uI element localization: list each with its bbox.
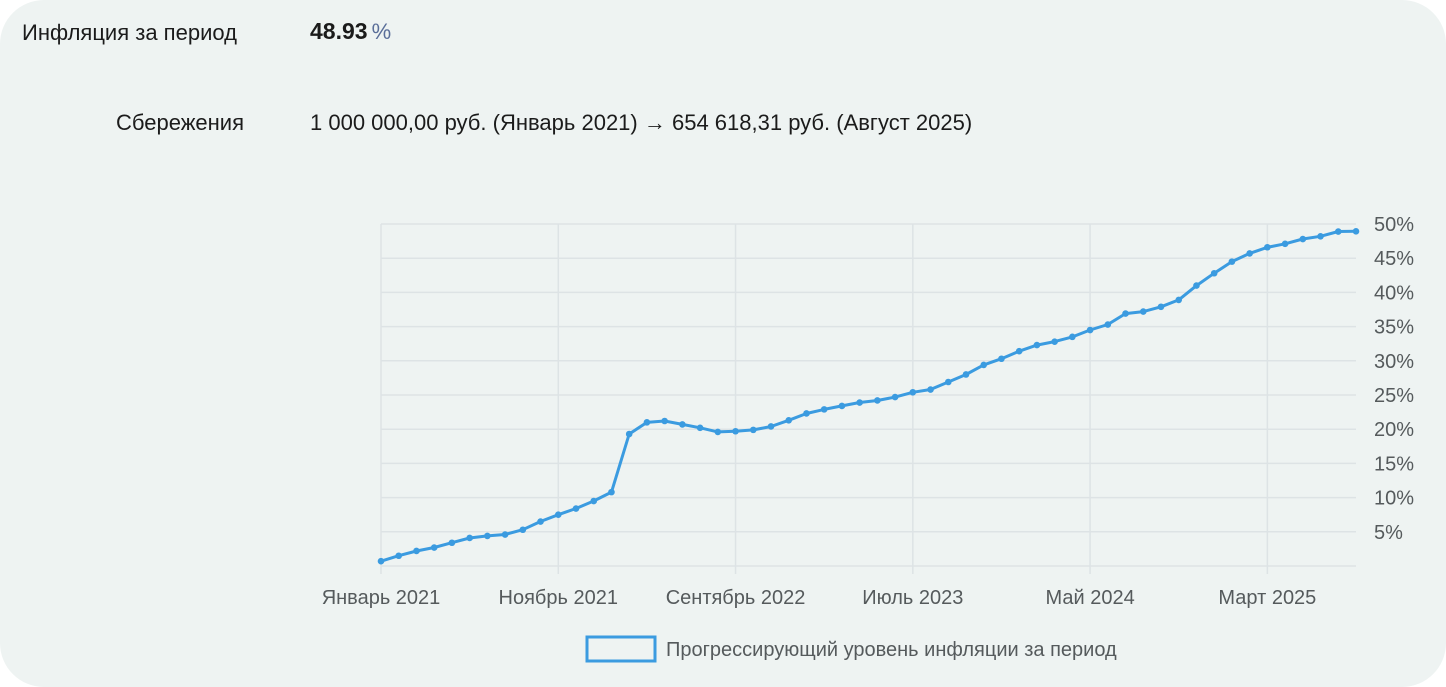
x-tick-label: Март 2025	[1218, 587, 1316, 609]
y-tick-label: 5%	[1374, 522, 1403, 544]
data-point[interactable]	[767, 423, 775, 430]
inflation-unit: %	[371, 19, 392, 44]
data-point[interactable]	[1193, 282, 1200, 289]
chart-grid	[380, 223, 1356, 574]
data-point[interactable]	[1033, 341, 1041, 349]
data-point[interactable]	[608, 488, 615, 496]
y-tick-label: 15%	[1374, 453, 1414, 475]
series-line	[380, 229, 1357, 563]
data-point[interactable]	[891, 393, 899, 401]
data-point[interactable]	[590, 497, 598, 505]
data-point[interactable]	[484, 532, 491, 540]
data-point[interactable]	[856, 399, 863, 406]
x-tick-label: Январь 2021	[322, 587, 441, 609]
data-point[interactable]	[519, 526, 527, 534]
savings-label: Сбережения	[116, 110, 245, 135]
y-tick-label: 50%	[1374, 214, 1414, 236]
data-point[interactable]	[1228, 258, 1236, 265]
x-tick-label: Сентябрь 2022	[666, 587, 806, 609]
data-point[interactable]	[980, 361, 988, 369]
data-point[interactable]	[1281, 240, 1289, 248]
data-point[interactable]	[1175, 296, 1183, 304]
data-point[interactable]	[1139, 308, 1147, 315]
y-tick-label: 10%	[1374, 488, 1414, 510]
data-point[interactable]	[785, 417, 793, 424]
legend-swatch[interactable]	[585, 635, 657, 663]
data-point[interactable]	[732, 427, 739, 435]
data-point[interactable]	[413, 547, 420, 555]
data-point[interactable]	[661, 417, 668, 425]
data-point[interactable]	[944, 378, 952, 386]
data-point[interactable]	[1352, 228, 1360, 235]
y-tick-label: 20%	[1374, 419, 1414, 441]
data-point[interactable]	[838, 402, 846, 410]
data-point[interactable]	[820, 406, 828, 413]
data-point[interactable]	[430, 544, 438, 551]
y-tick-label: 35%	[1374, 317, 1414, 339]
data-point[interactable]	[466, 534, 473, 542]
x-tick-label: Май 2024	[1045, 587, 1134, 609]
series-layer	[377, 228, 1360, 565]
data-point[interactable]	[448, 539, 456, 547]
data-point[interactable]	[1299, 235, 1307, 243]
data-point[interactable]	[395, 552, 403, 560]
data-point[interactable]	[1264, 243, 1271, 251]
y-axis: 5% 10% 15% 20% 25% 30% 35% 40% 45% 50%	[1374, 214, 1414, 544]
data-point[interactable]	[696, 424, 704, 432]
data-point[interactable]	[501, 531, 509, 538]
inflation-label: Инфляция за период	[22, 20, 237, 45]
x-tick-label: Июль 2023	[862, 587, 963, 609]
data-point[interactable]	[572, 505, 580, 512]
data-point[interactable]	[377, 557, 385, 565]
data-point[interactable]	[1317, 233, 1324, 240]
data-point[interactable]	[927, 386, 934, 393]
y-tick-label: 25%	[1374, 385, 1414, 407]
x-tick-label: Ноябрь 2021	[499, 587, 618, 609]
data-point[interactable]	[554, 511, 562, 518]
data-point[interactable]	[1122, 310, 1129, 317]
data-point[interactable]	[1051, 338, 1058, 345]
data-point[interactable]	[1104, 321, 1112, 328]
data-point[interactable]	[1246, 250, 1253, 257]
data-point[interactable]	[643, 419, 651, 426]
data-point[interactable]	[803, 410, 810, 417]
data-point[interactable]	[537, 518, 544, 525]
legend-label[interactable]: Прогрессирующий уровень инфляции за пери…	[666, 639, 1117, 661]
y-tick-label: 45%	[1374, 248, 1414, 270]
data-point[interactable]	[1069, 333, 1076, 341]
data-point[interactable]	[1086, 326, 1094, 334]
data-point[interactable]	[1210, 269, 1218, 277]
data-point[interactable]	[1334, 228, 1342, 235]
inflation-number: 48.93	[310, 18, 368, 44]
data-point[interactable]	[1015, 347, 1023, 355]
data-point[interactable]	[909, 388, 917, 396]
data-point[interactable]	[625, 430, 633, 438]
savings-value: 1 000 000,00 руб. (Январь 2021) → 654 61…	[310, 110, 973, 135]
inflation-value: 48.93%	[310, 18, 391, 45]
y-tick-label: 30%	[1374, 351, 1414, 373]
data-point[interactable]	[749, 426, 757, 434]
data-point[interactable]	[998, 355, 1005, 363]
x-axis: Январь 2021 Ноябрь 2021 Сентябрь 2022 Июль …	[322, 587, 1317, 609]
data-point[interactable]	[962, 371, 970, 378]
data-point[interactable]	[679, 421, 686, 428]
y-tick-label: 40%	[1374, 282, 1414, 304]
data-point[interactable]	[714, 428, 722, 436]
data-point[interactable]	[1157, 303, 1165, 311]
data-point[interactable]	[874, 397, 881, 404]
legend[interactable]: Прогрессирующий уровень инфляции за пери…	[585, 635, 1117, 663]
